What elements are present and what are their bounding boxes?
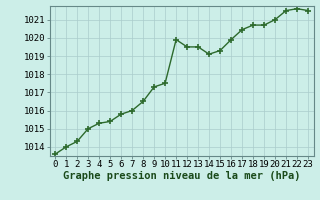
X-axis label: Graphe pression niveau de la mer (hPa): Graphe pression niveau de la mer (hPa) — [63, 171, 300, 181]
